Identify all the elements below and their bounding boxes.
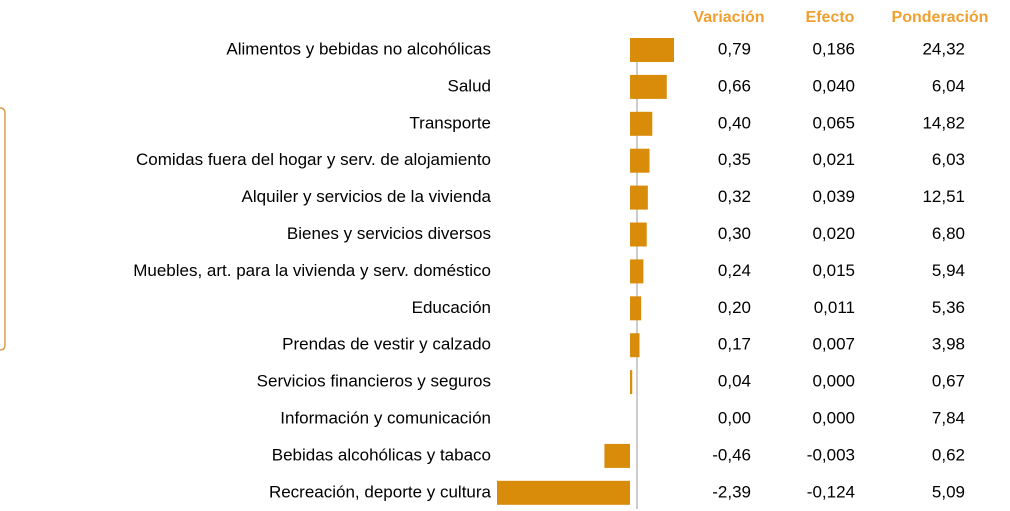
bar [630, 333, 640, 358]
table-cell: 3,98 [932, 335, 965, 354]
table-cell: 0,62 [932, 445, 965, 464]
value-label: 0,17 [718, 335, 751, 354]
bar [630, 148, 650, 173]
table-cell: 6,80 [932, 224, 965, 243]
table-cell: 0,011 [814, 298, 855, 317]
table-cell: 0,040 [812, 76, 855, 95]
value-label: -0,46 [712, 445, 751, 464]
category-label: Bienes y servicios diversos [287, 224, 491, 243]
category-label: Educación [412, 298, 491, 317]
category-label: Alquiler y servicios de la vivienda [242, 187, 492, 206]
value-label: 0,32 [718, 187, 751, 206]
table-cell: 12,51 [922, 187, 965, 206]
table-cell: 0,67 [932, 372, 965, 391]
value-label: -2,39 [712, 482, 751, 501]
column-header: Efecto [806, 9, 855, 26]
bar [604, 443, 631, 468]
bar [630, 74, 667, 99]
table-cell: 6,03 [932, 150, 965, 169]
table-cell: 7,84 [932, 408, 965, 427]
table-cell: 5,36 [932, 298, 965, 317]
bar [630, 259, 644, 284]
value-label: 0,04 [718, 372, 751, 391]
category-label: Recreación, deporte y cultura [269, 482, 492, 501]
frame [0, 107, 6, 351]
value-label: 0,79 [718, 39, 751, 58]
category-label: Transporte [409, 113, 491, 132]
table-cell: 0,021 [812, 150, 855, 169]
bar [630, 370, 633, 395]
table-cell: 6,04 [932, 76, 965, 95]
value-label: 0,66 [718, 76, 751, 95]
value-label: 0,40 [718, 113, 751, 132]
bar [630, 111, 653, 136]
category-label: Bebidas alcohólicas y tabaco [272, 445, 491, 464]
table-cell: 24,32 [922, 39, 965, 58]
bar [630, 296, 642, 321]
value-label: 0,35 [718, 150, 751, 169]
table-cell: 0,015 [812, 261, 855, 280]
bar [497, 480, 631, 505]
table-cell: 0,065 [812, 113, 855, 132]
table-cell: 0,020 [812, 224, 855, 243]
table-cell: 5,09 [932, 482, 965, 501]
column-header: Variación [693, 9, 764, 26]
category-label: Información y comunicación [280, 408, 491, 427]
table-cell: -0,124 [807, 482, 855, 501]
table-cell: 0,039 [812, 187, 855, 206]
category-label: Prendas de vestir y calzado [282, 335, 491, 354]
table-cell: 0,007 [812, 335, 855, 354]
table-cell: 0,000 [812, 372, 855, 391]
value-label: 0,24 [718, 261, 751, 280]
category-label: Servicios financieros y seguros [257, 372, 491, 391]
bar [630, 38, 674, 62]
bar [630, 222, 647, 247]
column-header: Ponderación [892, 9, 989, 26]
value-label: 0,30 [718, 224, 751, 243]
bar [630, 185, 648, 210]
category-label: Alimentos y bebidas no alcohólicas [226, 39, 491, 58]
category-label: Muebles, art. para la vivienda y serv. d… [133, 261, 491, 280]
table-cell: 0,000 [812, 408, 855, 427]
table-cell: 5,94 [932, 261, 965, 280]
table-cell: 14,82 [922, 113, 965, 132]
value-label: 0,20 [718, 298, 751, 317]
value-label: 0,00 [718, 408, 751, 427]
category-label: Salud [448, 76, 491, 95]
category-label: Comidas fuera del hogar y serv. de aloja… [136, 150, 491, 169]
table-cell: -0,003 [807, 445, 855, 464]
table-cell: 0,186 [812, 39, 855, 58]
